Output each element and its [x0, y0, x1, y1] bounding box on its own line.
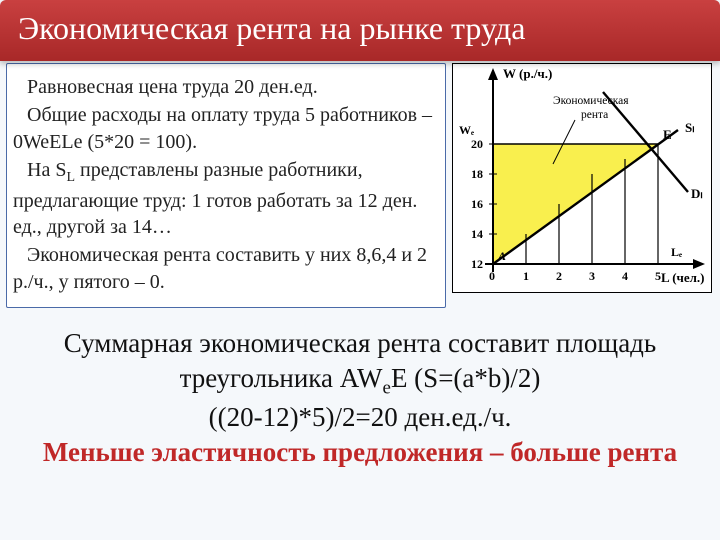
explanation-box: Равновесная цена труда 20 ден.ед. Общие … [6, 63, 446, 308]
svg-text:2: 2 [556, 269, 562, 283]
demand-line [603, 92, 688, 192]
svg-text:16: 16 [471, 197, 483, 211]
chart-svg: W (р./ч.) L (чел.) 12 14 16 18 20 0 1 2 … [453, 64, 713, 294]
para-3: На SL представлены разные работники, пре… [13, 157, 435, 240]
svg-text:3: 3 [589, 269, 595, 283]
summary-line-4: Меньше эластичность предложения – больше… [12, 435, 708, 470]
summary-line-2: треугольника AWeE (S=(a*b)/2) [12, 361, 708, 401]
le-label: Lₑ [671, 245, 682, 259]
svg-text:5: 5 [655, 269, 661, 283]
we-label: Wₑ [459, 123, 474, 137]
sl-label: Sₗ [685, 120, 694, 135]
svg-text:1: 1 [523, 269, 529, 283]
summary-line-1: Суммарная экономическая рента составит п… [12, 326, 708, 361]
svg-text:18: 18 [471, 167, 483, 181]
summary-text: Суммарная экономическая рента составит п… [0, 326, 720, 469]
y-axis-label: W (р./ч.) [503, 66, 552, 81]
svg-text:12: 12 [471, 257, 483, 271]
rent-chart: W (р./ч.) L (чел.) 12 14 16 18 20 0 1 2 … [452, 63, 712, 293]
svg-text:0: 0 [489, 269, 495, 283]
slide-title-banner: Экономическая рента на рынке труда [0, 0, 720, 61]
svg-text:14: 14 [471, 227, 483, 241]
para-4: Экономическая рента составить у них 8,6,… [13, 242, 435, 295]
svg-text:4: 4 [622, 269, 628, 283]
para-1: Равновесная цена труда 20 ден.ед. [13, 74, 435, 100]
para-2: Общие расходы на оплату труда 5 работник… [13, 102, 435, 155]
chart-title-2: рента [581, 109, 608, 121]
chart-title-1: Экономическая [553, 95, 629, 107]
e-label: E [663, 127, 672, 142]
summary-line-3: ((20-12)*5)/2=20 ден.ед./ч. [12, 400, 708, 435]
dl-label: Dₗ [691, 186, 703, 201]
a-label: A [497, 249, 506, 263]
svg-text:20: 20 [471, 137, 483, 151]
content-row: Равновесная цена труда 20 ден.ед. Общие … [0, 59, 720, 308]
x-axis-label: L (чел.) [661, 270, 705, 285]
slide-title: Экономическая рента на рынке труда [18, 10, 525, 46]
